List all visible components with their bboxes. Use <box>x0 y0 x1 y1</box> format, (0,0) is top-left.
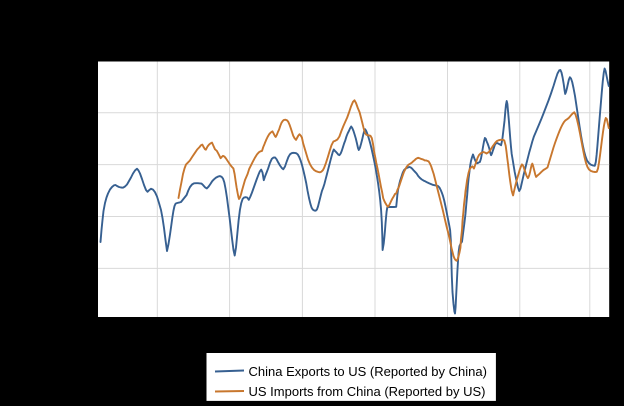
svg-text:China Exports to US (Reported: China Exports to US (Reported by China) <box>249 364 487 379</box>
svg-text:US Imports from China (Reporte: US Imports from China (Reported by US) <box>249 384 486 399</box>
